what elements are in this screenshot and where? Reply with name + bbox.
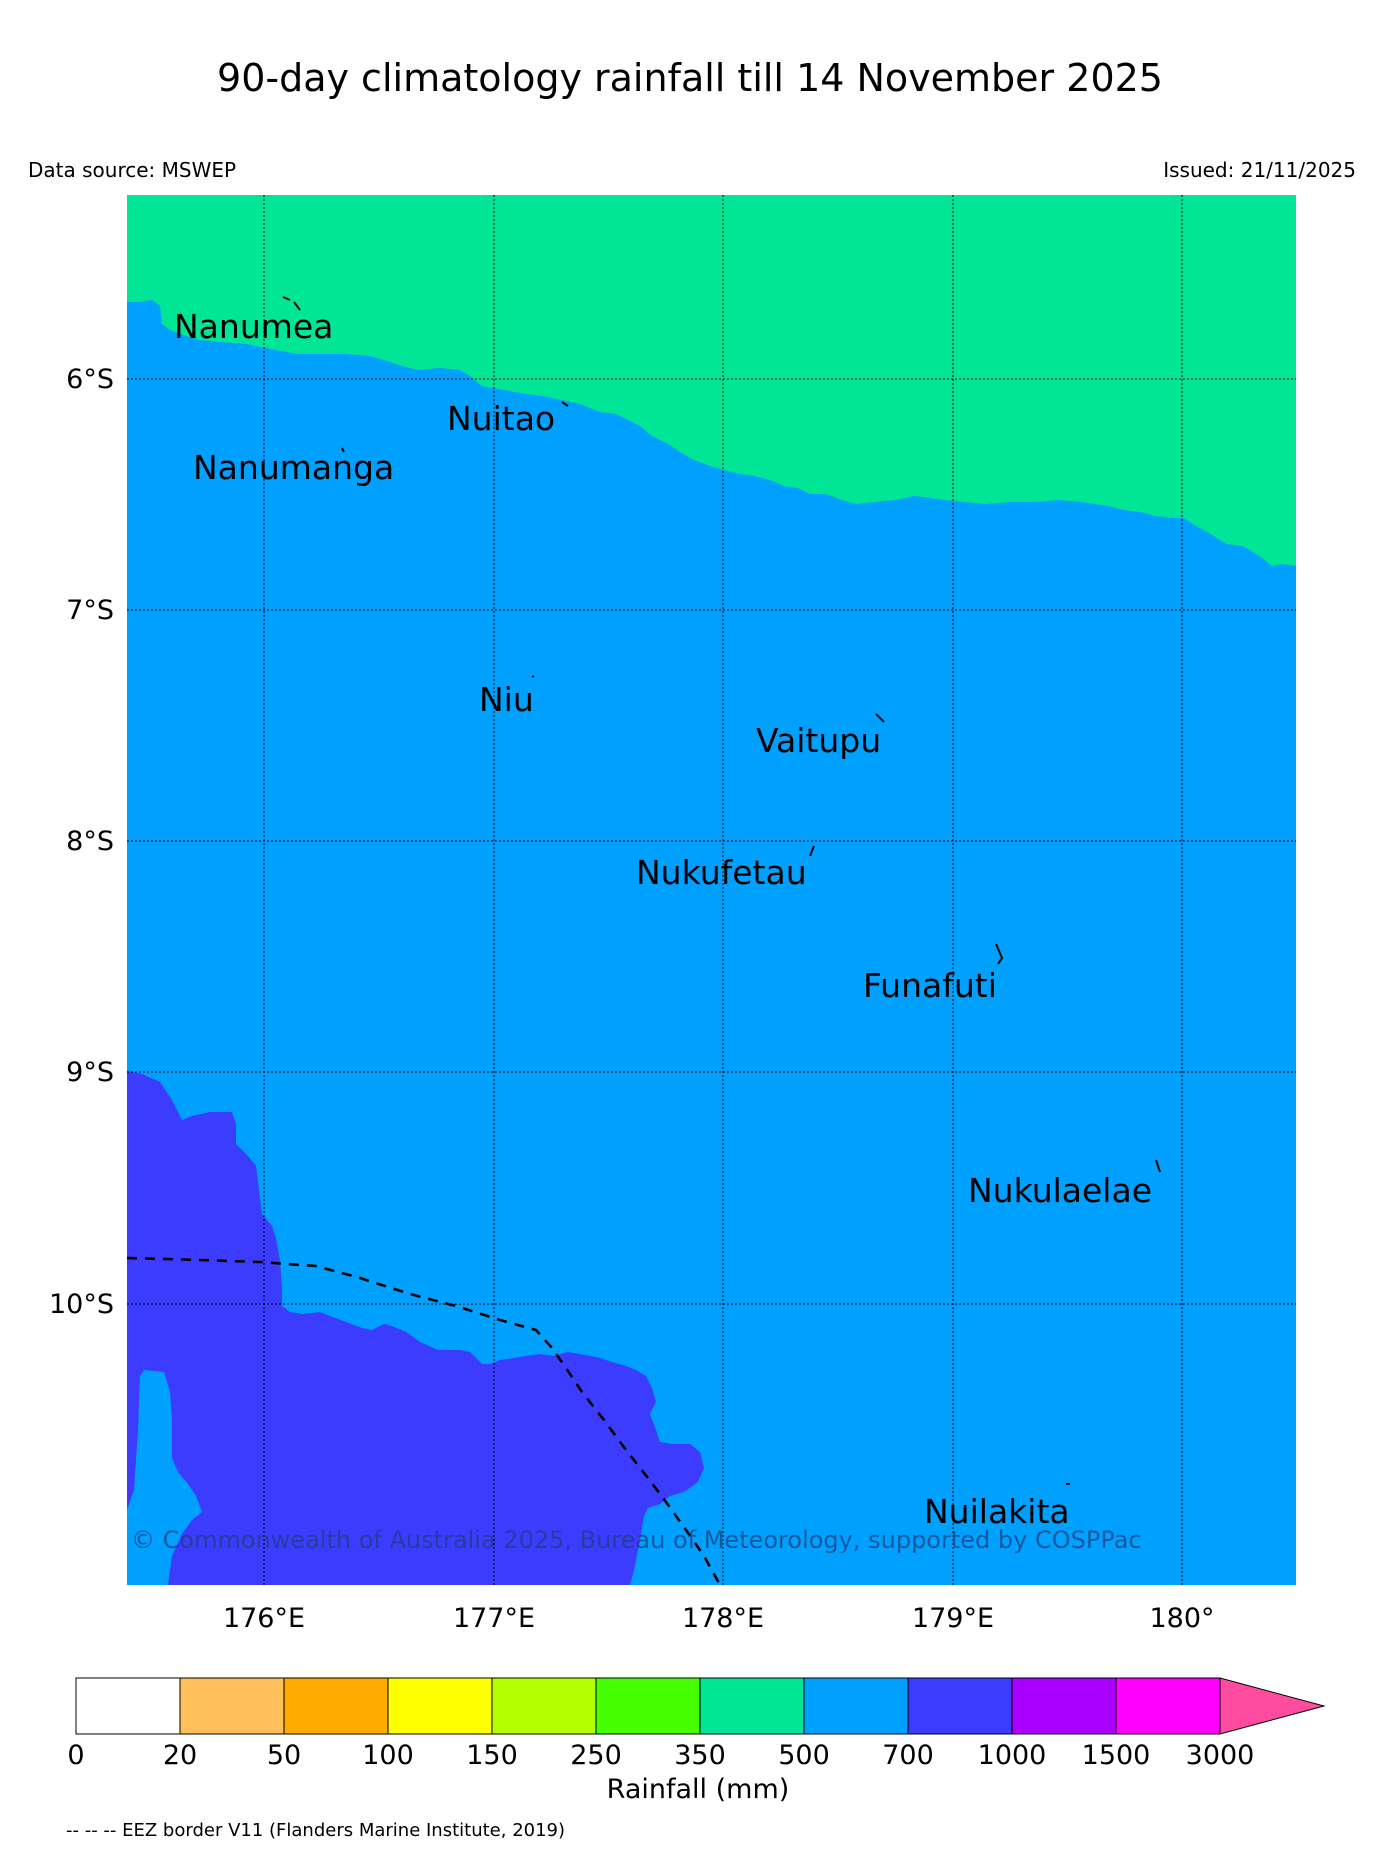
rainfall-region-350-500 <box>127 195 1296 566</box>
gridlines <box>127 195 1296 1585</box>
colorbar-tick-3000: 3000 <box>1186 1740 1255 1771</box>
eez-border-note: -- -- -- EEZ border V11 (Flanders Marine… <box>66 1820 566 1841</box>
colorbar-tick-100: 100 <box>362 1740 414 1771</box>
longitude-labels: 176°E 177°E 178°E 179°E 180° <box>223 1603 1215 1634</box>
lat-label-9s: 9°S <box>66 1057 114 1088</box>
colorbar-tick-350: 350 <box>674 1740 726 1771</box>
colorbar-tick-500: 500 <box>778 1740 830 1771</box>
colorbar-tick-20: 20 <box>163 1740 197 1771</box>
colorbar-tick-150: 150 <box>466 1740 518 1771</box>
colorbar-swatch-50-100 <box>283 1677 389 1735</box>
rainfall-region-700-1000 <box>127 1071 704 1585</box>
lon-label-176e: 176°E <box>223 1603 305 1634</box>
lon-label-179e: 179°E <box>912 1603 994 1634</box>
issued-date: Issued: 21/11/2025 <box>1163 158 1356 182</box>
island-label-vaitupu: Vaitupu <box>756 721 881 760</box>
colorbar-swatch-1000-1500 <box>1011 1677 1117 1735</box>
island-label-nanumanga: Nanumanga <box>193 448 394 487</box>
colorbar-swatch-1500-3000 <box>1115 1677 1221 1735</box>
eez-border <box>127 1256 722 1585</box>
colorbar-tick-1000: 1000 <box>978 1740 1047 1771</box>
colorbar-swatch-20-50 <box>179 1677 285 1735</box>
colorbar-tick-0: 0 <box>67 1740 84 1771</box>
rainfall-region-500-700-pocket <box>127 1370 202 1585</box>
lat-label-7s: 7°S <box>66 595 114 626</box>
colorbar-swatch-500-700 <box>803 1677 909 1735</box>
colorbar-extend-arrow <box>1219 1677 1326 1735</box>
island-label-funafuti: Funafuti <box>863 966 997 1005</box>
lat-label-10s: 10°S <box>49 1289 114 1320</box>
colorbar-swatch-100-150 <box>387 1677 493 1735</box>
island-label-niu: Niu <box>479 680 534 719</box>
lon-label-178e: 178°E <box>682 1603 764 1634</box>
island-label-nanumea: Nanumea <box>174 307 333 346</box>
lat-label-6s: 6°S <box>66 364 114 395</box>
colorbar-tick-1500: 1500 <box>1082 1740 1151 1771</box>
data-source: Data source: MSWEP <box>28 158 237 182</box>
island-outlines <box>282 296 1161 1485</box>
copyright-notice: © Commonwealth of Australia 2025, Bureau… <box>131 1526 1142 1554</box>
island-label-nuilakita: Nuilakita <box>924 1492 1070 1531</box>
colorbar-label: Rainfall (mm) <box>607 1774 790 1805</box>
lon-label-180: 180° <box>1149 1603 1214 1634</box>
colorbar-tick-700: 700 <box>882 1740 934 1771</box>
island-label-nuitao: Nuitao <box>447 399 555 438</box>
colorbar: 0 20 50 100 150 250 350 500 700 1000 1500 3000 <box>67 1677 1326 1771</box>
colorbar-swatch-0-20 <box>75 1677 181 1735</box>
map-plot-area: Nanumea Nuitao Nanumanga Niu Vaitupu Nuk… <box>127 195 1296 1585</box>
colorbar-swatch-350-500 <box>699 1677 805 1735</box>
colorbar-tick-50: 50 <box>267 1740 301 1771</box>
colorbar-swatch-700-1000 <box>907 1677 1013 1735</box>
colorbar-tick-250: 250 <box>570 1740 622 1771</box>
island-label-nukufetau: Nukufetau <box>636 853 807 892</box>
lat-label-8s: 8°S <box>66 826 114 857</box>
island-label-nukulaelae: Nukulaelae <box>968 1171 1152 1210</box>
map-title: 90-day climatology rainfall till 14 Nove… <box>217 56 1163 100</box>
latitude-labels: 6°S 7°S 8°S 9°S 10°S <box>49 364 114 1320</box>
lon-label-177e: 177°E <box>453 1603 535 1634</box>
colorbar-swatch-250-350 <box>595 1677 701 1735</box>
colorbar-swatch-150-250 <box>491 1677 597 1735</box>
